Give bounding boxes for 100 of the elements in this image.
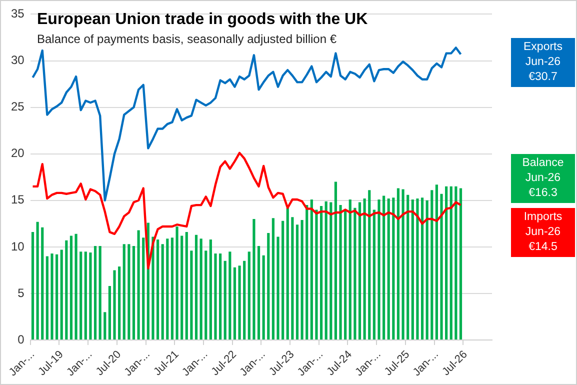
bar (392, 198, 395, 340)
bar (459, 188, 462, 340)
bar (450, 186, 452, 340)
bar (113, 270, 116, 340)
text: Balance (522, 157, 564, 169)
bar (368, 190, 371, 340)
bar (411, 199, 414, 340)
bar (132, 246, 136, 340)
bar (445, 186, 448, 340)
bar (152, 236, 154, 340)
bar (128, 244, 130, 340)
bar (46, 256, 48, 340)
bar (402, 189, 404, 340)
bar (233, 267, 236, 340)
bar (300, 220, 304, 340)
bar (80, 252, 82, 340)
bar (209, 240, 212, 340)
bar (122, 244, 126, 340)
text: Exports (524, 41, 562, 53)
bar (291, 217, 294, 340)
y-tick-label: 5 (18, 286, 25, 300)
bar (363, 198, 366, 340)
bar (224, 260, 226, 340)
bar (65, 240, 68, 340)
bar (41, 227, 44, 340)
bar (378, 199, 380, 340)
bar (180, 236, 184, 340)
bar (219, 253, 222, 340)
bar (118, 266, 121, 340)
bar (344, 210, 347, 340)
bar (296, 224, 299, 340)
bar (248, 252, 250, 340)
bar (161, 244, 164, 340)
y-tick-label: 25 (10, 100, 25, 114)
y-tick-label: 15 (10, 192, 25, 207)
bar (315, 210, 318, 340)
text: Jun-26 €30.7 (525, 56, 561, 83)
bar (185, 232, 188, 340)
bar (372, 210, 376, 340)
y-tick-label: 30 (10, 53, 25, 68)
bar (142, 238, 145, 340)
chart-title: European Union trade in goods with the UK (37, 11, 368, 29)
text: Imports (524, 211, 562, 223)
bar (84, 252, 87, 340)
bar (330, 202, 332, 340)
bar (358, 202, 362, 340)
bar (454, 186, 458, 340)
bar (74, 234, 78, 340)
text: Balance of payments basis, seasonally adjusted billion € (37, 32, 337, 46)
bar (56, 254, 58, 340)
bar (204, 250, 208, 340)
bar (243, 260, 246, 340)
text: Jun-26 €16.3 (525, 172, 561, 199)
bar (324, 201, 328, 340)
bar (31, 232, 34, 340)
bar (426, 200, 428, 340)
bar (262, 255, 265, 340)
bar (137, 230, 140, 340)
bar (420, 198, 424, 340)
bar (334, 182, 338, 340)
bar (170, 238, 174, 340)
bar (382, 196, 386, 340)
bar (238, 266, 241, 340)
bar (310, 199, 313, 340)
bar (194, 234, 198, 340)
bar (272, 218, 274, 340)
y-tick-label: 10 (10, 239, 25, 254)
bar (200, 238, 202, 340)
text: Jun-26 €14.5 (525, 226, 561, 253)
y-tick-label: 0 (18, 332, 25, 346)
bar (89, 252, 92, 340)
y-tick-label: 35 (10, 6, 25, 21)
bar (440, 194, 443, 340)
bar (339, 205, 342, 340)
bar (320, 206, 323, 340)
bar (190, 250, 193, 340)
bar (176, 226, 178, 340)
bar (306, 205, 308, 340)
bar (406, 194, 410, 340)
bar (104, 312, 106, 340)
bar (276, 236, 280, 340)
bar (70, 236, 73, 340)
bar (166, 238, 169, 340)
bar (156, 240, 160, 340)
bar (430, 190, 434, 340)
bar (252, 219, 256, 340)
bar (108, 286, 111, 340)
bar (60, 250, 63, 340)
bar (282, 220, 284, 340)
bar (396, 188, 400, 340)
y-tick-label: 20 (10, 146, 25, 160)
bar (416, 198, 419, 340)
bar (36, 222, 39, 340)
bar (354, 208, 356, 340)
bar (98, 246, 102, 340)
bar (387, 198, 390, 340)
bar (348, 199, 352, 340)
bar (50, 253, 54, 340)
bar (435, 184, 438, 340)
bar (267, 232, 270, 340)
